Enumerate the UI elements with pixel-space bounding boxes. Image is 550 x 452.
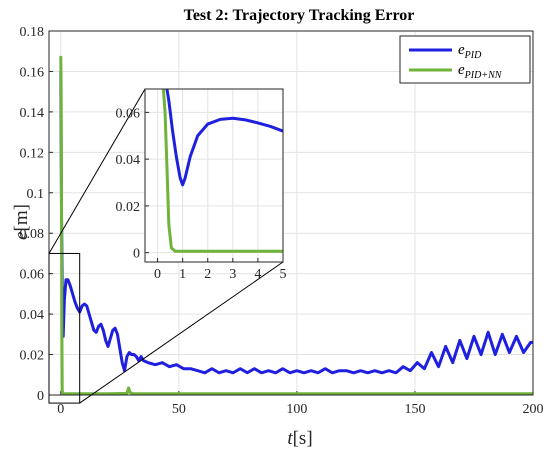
main-series-line-0: [59, 69, 533, 375]
inset-y-tick-label: 0.06: [116, 106, 141, 121]
main-y-tick-label: 0: [37, 389, 44, 404]
inset-x-tick-label: 5: [280, 267, 287, 282]
zoom-connector-bottom: [79, 261, 284, 404]
inset-x-tick-label: 0: [154, 267, 161, 282]
y-axis-label-var: e: [11, 232, 32, 240]
y-axis-label: e[m]: [11, 204, 32, 240]
main-axes-frame: [48, 30, 534, 396]
inset-y-tick-labels: 0 0.02 0.04 0.06: [116, 106, 141, 261]
main-plot-area: [49, 31, 533, 395]
main-y-tick-label: 0.18: [20, 25, 45, 40]
zoom-region-box: [48, 252, 81, 404]
inset-axes-frame: [144, 88, 284, 263]
legend-box: [399, 35, 531, 84]
legend: ePID ePID+NN: [399, 35, 531, 84]
main-x-tick-label: 200: [523, 402, 544, 417]
inset-x-tick-label: 3: [229, 267, 236, 282]
x-axis-label-unit: [s]: [293, 428, 313, 449]
main-x-tick-label: 0: [57, 402, 64, 417]
main-series-line-1: [59, 55, 533, 395]
main-y-tick-label: 0.12: [20, 146, 45, 161]
y-axis-label-unit: [m]: [11, 204, 32, 231]
zoom-connector-lines: [48, 88, 284, 404]
inset-y-tick-label: 0: [133, 247, 140, 262]
main-chart: 0 50 100 150 200 00.020.040.060.080.10.120.1…: [20, 25, 544, 417]
main-y-tick-labels: 0 0.02 0.04 0.06 0.08 0.1 0.12 0.14 0.16 0.18: [20, 25, 45, 404]
main-x-tick-label: 150: [404, 402, 425, 417]
main-x-tick-label: 50: [172, 402, 186, 417]
inset-x-tick-label: 4: [254, 267, 261, 282]
main-y-tick-label: 0.16: [20, 65, 45, 80]
inset-chart: 0 1 2 3 4 5 0 0.02 0.04 0.06: [116, 88, 287, 282]
main-y-tick-label: 0.06: [20, 268, 45, 283]
inset-x-tick-labels: 0 1 2 3 4 5: [154, 267, 286, 282]
zoom-connector-top: [48, 88, 146, 254]
inset-series-line-1: [161, 89, 283, 253]
x-axis-label-var: t: [287, 428, 293, 449]
main-x-tick-labels: 0 50 100 150 200: [57, 402, 543, 417]
x-axis-label: t[s]: [287, 428, 312, 449]
legend-entry-pid: ePID: [458, 42, 482, 61]
main-y-tick-label: 0.08: [20, 227, 45, 242]
inset-y-tick-label: 0.04: [116, 153, 141, 168]
main-x-tick-label: 100: [286, 402, 307, 417]
main-y-tick-label: 0.1: [27, 187, 45, 202]
inset-x-tick-label: 2: [204, 267, 211, 282]
chart-title: Test 2: Trajectory Tracking Error: [184, 7, 415, 24]
legend-entry-pid-nn: ePID+NN: [458, 62, 503, 81]
inset-x-tick-label: 1: [179, 267, 186, 282]
inset-series-lines: [161, 89, 283, 253]
main-y-tick-label: 0.04: [20, 308, 45, 323]
main-y-tick-label: 0.14: [20, 106, 45, 121]
inset-y-tick-label: 0.02: [116, 200, 141, 215]
inset-series-line-0: [165, 89, 283, 187]
main-y-tick-label: 0.02: [20, 349, 45, 364]
main-series-lines: [59, 55, 533, 395]
